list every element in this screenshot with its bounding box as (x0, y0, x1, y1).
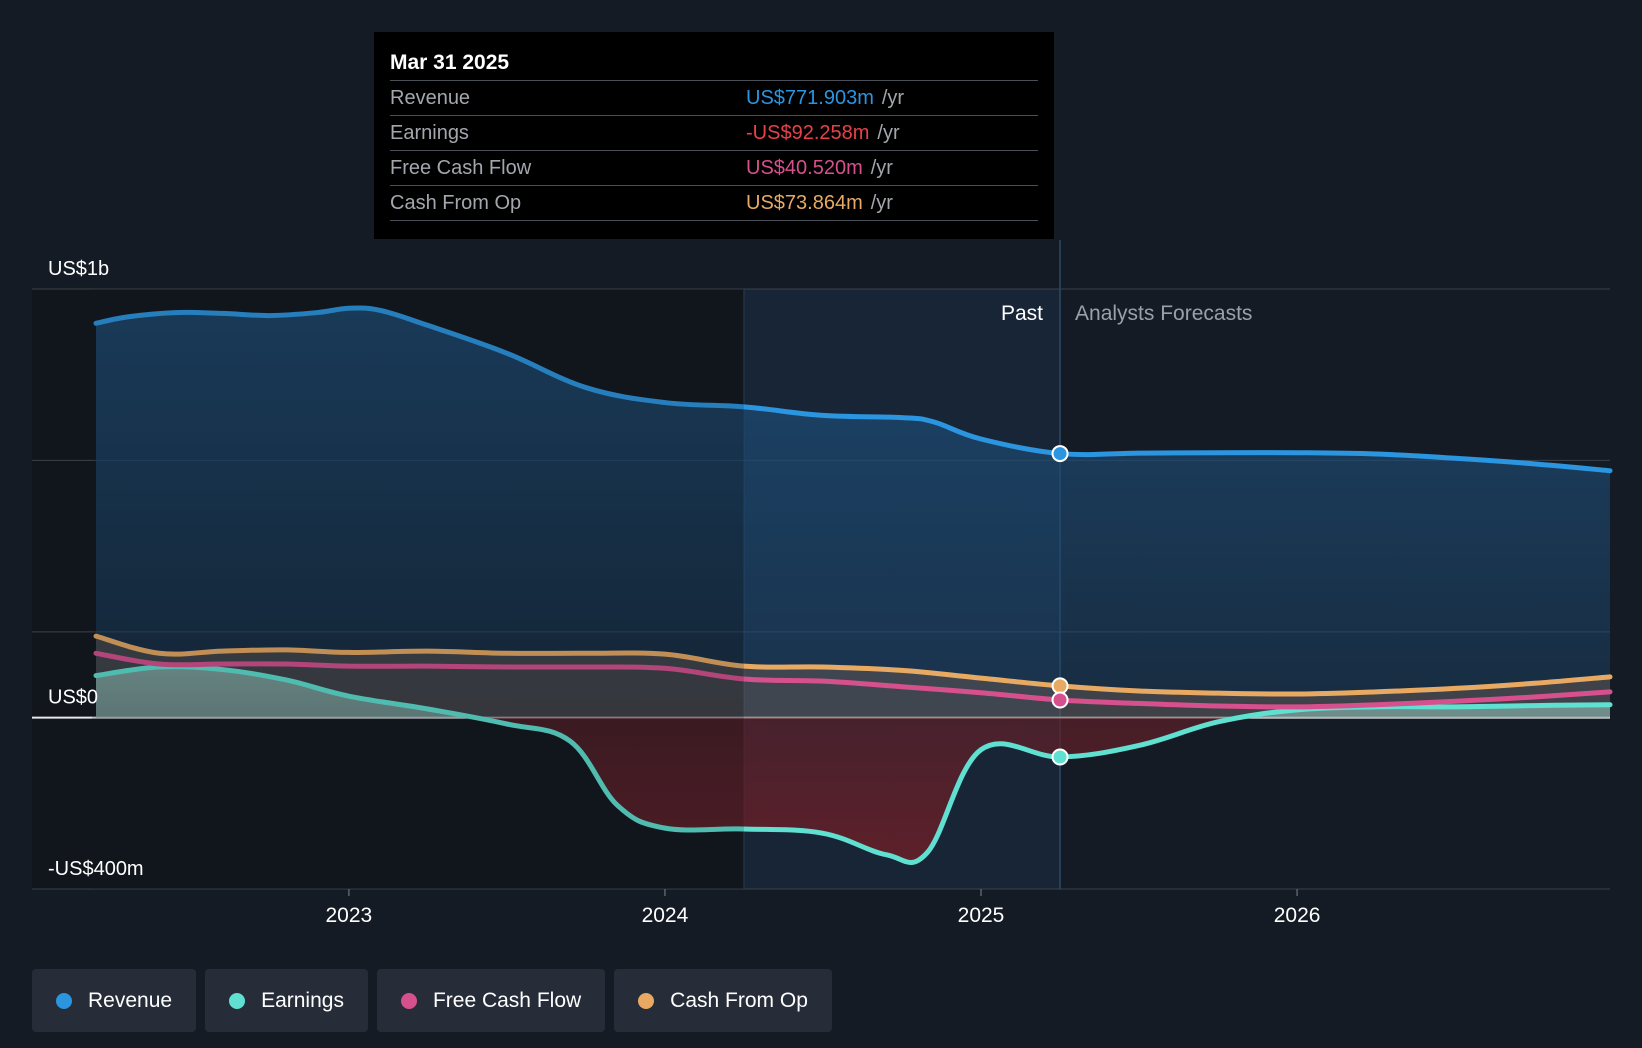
tooltip-label: Cash From Op (390, 192, 522, 214)
legend-label: Cash From Op (670, 988, 808, 1012)
legend-dot-icon (400, 992, 417, 1009)
cash-from-op-line (93, 633, 1613, 697)
tooltip-value: US$40.520m (746, 157, 863, 179)
y-label-bottom: -US$400m (48, 858, 144, 880)
x-tick-label: 2026 (1274, 904, 1321, 927)
legend-label: Earnings (261, 988, 344, 1012)
past-fade-overlay (92, 289, 744, 889)
tooltip-label: Revenue (390, 87, 471, 109)
tooltip-value: -US$92.258m (746, 122, 870, 144)
x-tick-label: 2025 (958, 904, 1005, 927)
x-tick-label: 2023 (326, 904, 373, 927)
legend: Revenue Earnings Free Cash Flow Cash Fro… (32, 969, 832, 1032)
tooltip-label: Earnings (390, 122, 469, 144)
tooltip-row-revenue: Revenue US$771.903m /yr (390, 80, 1038, 115)
tooltip-row-earnings: Earnings -US$92.258m /yr (390, 115, 1038, 150)
cash-from-op-marker (1051, 677, 1069, 695)
legend-label: Free Cash Flow (432, 988, 582, 1012)
tooltip-unit: /yr (870, 157, 893, 179)
legend-dot-icon (56, 992, 72, 1009)
forecast-label: Analysts Forecasts (1075, 302, 1252, 325)
tooltip: Mar 31 2025 Revenue US$771.903m /yr Earn… (374, 32, 1054, 239)
y-label-zero: US$0 (48, 687, 98, 709)
legend-item-earnings[interactable]: Earnings (205, 969, 368, 1032)
tooltip-value: US$771.903m (746, 87, 874, 109)
tooltip-row-free-cash-flow: Free Cash Flow US$40.520m /yr (390, 150, 1038, 185)
revenue-line (93, 305, 1613, 474)
free-cash-flow-line (93, 650, 1613, 710)
tooltip-unit: /yr (881, 87, 905, 109)
legend-label: Revenue (88, 988, 173, 1012)
revenue-marker (1051, 445, 1069, 463)
tooltip-row-cash-from-op: Cash From Op US$73.864m /yr (390, 185, 1038, 221)
x-tick-label: 2024 (642, 904, 689, 927)
revenue-area (96, 307, 1610, 718)
legend-dot-icon (229, 992, 246, 1009)
earnings-marker (1051, 748, 1069, 766)
legend-item-revenue[interactable]: Revenue (32, 969, 197, 1032)
free-cash-flow-marker (1051, 691, 1069, 709)
tooltip-unit: /yr (870, 192, 893, 214)
tooltip-date: Mar 31 2025 (390, 51, 510, 74)
tooltip-value: US$73.864m (746, 192, 863, 214)
earnings-area-positive (96, 666, 1610, 718)
cash-from-op-area (96, 636, 1610, 718)
legend-item-cash-from-op[interactable]: Cash From Op (614, 969, 832, 1032)
tooltip-unit: /yr (877, 122, 900, 144)
y-label-top: US$1b (48, 258, 109, 280)
past-label: Past (1001, 302, 1043, 325)
legend-dot-icon (638, 992, 655, 1009)
tooltip-label: Free Cash Flow (390, 157, 532, 179)
legend-item-free-cash-flow[interactable]: Free Cash Flow (376, 969, 606, 1032)
